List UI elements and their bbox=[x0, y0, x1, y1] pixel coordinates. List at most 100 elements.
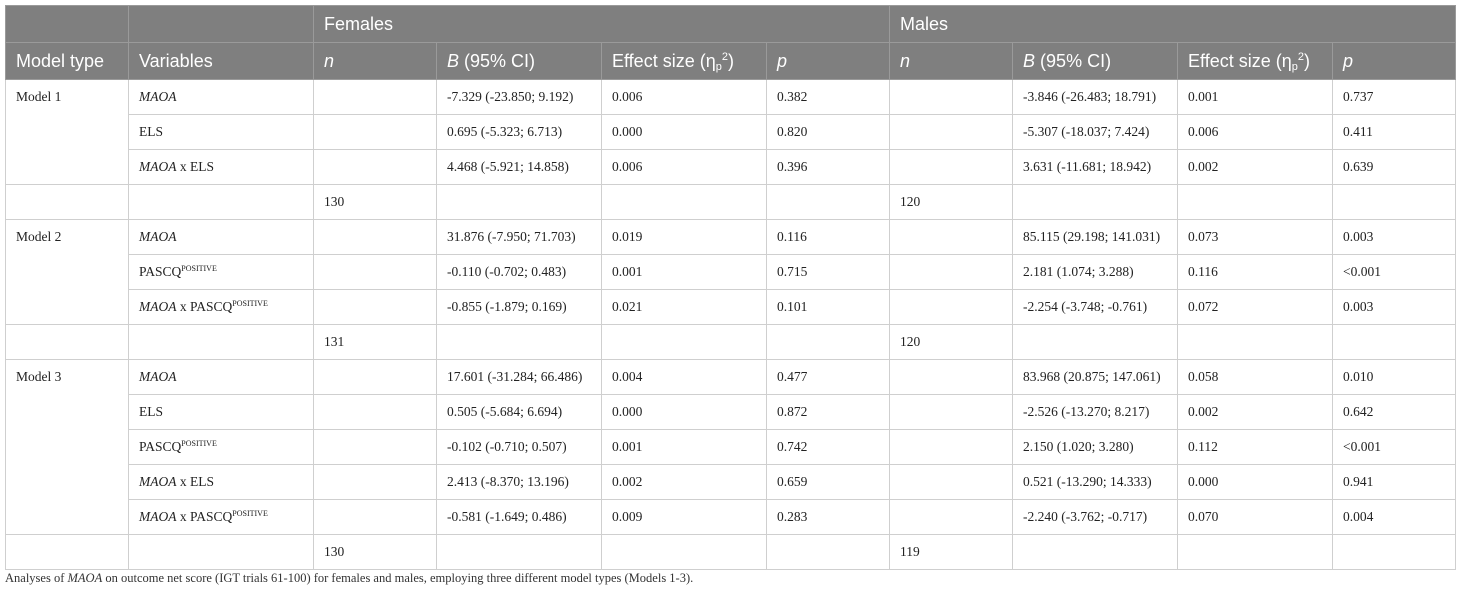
table-row: PASCQPOSITIVE -0.110 (-0.702; 0.483) 0.001… bbox=[6, 254, 1457, 290]
effect-females-cell: 0.019 bbox=[601, 219, 767, 255]
sample-size-row: 131 120 bbox=[5, 324, 1457, 360]
col-n-females: n bbox=[313, 42, 437, 80]
p-females-cell: 0.396 bbox=[765, 149, 891, 185]
effect-close: ) bbox=[727, 50, 734, 71]
effect-males-cell: 0.072 bbox=[1177, 289, 1334, 325]
b-letter: B bbox=[447, 50, 460, 71]
table-header: Females Males Model type Variables n B (… bbox=[5, 5, 1457, 80]
table-row: Model 3 MAOA 17.601 (-31.284; 66.486) 0.004… bbox=[5, 359, 1457, 535]
empty-cell bbox=[1177, 184, 1334, 220]
n-males-cell bbox=[889, 149, 1014, 185]
variable-cell: MAOA bbox=[128, 359, 314, 395]
effect-males-cell: 0.002 bbox=[1177, 394, 1334, 430]
variable-cell: MAOA bbox=[128, 79, 314, 115]
empty-cell bbox=[601, 324, 767, 360]
p-males-cell: 0.737 bbox=[1332, 79, 1457, 115]
n-males-cell bbox=[889, 394, 1014, 430]
n-females-cell bbox=[313, 219, 437, 255]
n-males-cell bbox=[889, 79, 1014, 115]
effect-males-cell: 0.116 bbox=[1177, 254, 1334, 290]
n-females-cell bbox=[313, 464, 437, 500]
variable-cell: MAOA x ELS bbox=[128, 464, 314, 500]
empty-cell bbox=[1332, 324, 1457, 360]
p-males-cell: 0.003 bbox=[1332, 289, 1457, 325]
p-males-cell: <0.001 bbox=[1332, 429, 1457, 465]
males-group-header: Males bbox=[889, 5, 1457, 43]
b-females-cell: 31.876 (-7.950; 71.703) bbox=[436, 219, 602, 255]
n-females-cell bbox=[313, 499, 437, 535]
effect-females-cell: 0.006 bbox=[601, 79, 767, 115]
column-header-row: Model type Variables n B (95% CI) Effect… bbox=[5, 42, 1457, 80]
variable-cell: PASCQPOSITIVE bbox=[128, 429, 314, 465]
b-males-cell: -2.254 (-3.748; -0.761) bbox=[1012, 289, 1179, 325]
p-males-cell: 0.003 bbox=[1332, 219, 1457, 255]
b-females-cell: 17.601 (-31.284; 66.486) bbox=[436, 359, 602, 395]
p-females-cell: 0.872 bbox=[765, 394, 891, 430]
b-males-cell: 3.631 (-11.681; 18.942) bbox=[1012, 149, 1179, 185]
effect-close: ) bbox=[1304, 50, 1310, 71]
empty-cell bbox=[765, 324, 891, 360]
effect-sup: 2 bbox=[721, 50, 728, 63]
p-females-cell: 0.820 bbox=[765, 114, 891, 150]
effect-males-cell: 0.112 bbox=[1177, 429, 1334, 465]
n-females-cell bbox=[313, 359, 437, 395]
variable-cell: MAOA x PASCQPOSITIVE bbox=[128, 499, 314, 535]
b-ci-label: (95% CI) bbox=[459, 50, 536, 71]
b-males-cell: -2.526 (-13.270; 8.217) bbox=[1012, 394, 1179, 430]
n-females-cell bbox=[313, 289, 437, 325]
caption-prefix: Analyses of bbox=[5, 571, 68, 585]
col-b-females: B (95% CI) bbox=[436, 42, 602, 80]
table-row: ELS 0.695 (-5.323; 6.713) 0.000 0.820 -5.307… bbox=[6, 114, 1457, 150]
effect-females-cell: 0.001 bbox=[601, 429, 767, 465]
p-males-cell: 0.941 bbox=[1332, 464, 1457, 500]
n-females-value: 130 bbox=[313, 184, 437, 220]
variable-gene: MAOA bbox=[139, 369, 177, 384]
col-effect-males: Effect size (ηp2) bbox=[1177, 42, 1334, 80]
results-table: Females Males Model type Variables n B (… bbox=[5, 5, 1457, 570]
empty-cell bbox=[601, 534, 767, 570]
effect-label: Effect size (η bbox=[1188, 50, 1292, 71]
b-males-cell: 83.968 (20.875; 147.061) bbox=[1012, 359, 1179, 395]
n-females-value: 131 bbox=[313, 324, 437, 360]
variable-cell: MAOA bbox=[128, 219, 314, 255]
p-females-cell: 0.101 bbox=[765, 289, 891, 325]
variable-gene: MAOA bbox=[139, 159, 177, 174]
col-n-males: n bbox=[889, 42, 1014, 80]
caption-suffix: on outcome net score (IGT trials 61-100)… bbox=[102, 571, 694, 585]
table-row: PASCQPOSITIVE -0.102 (-0.710; 0.507) 0.001… bbox=[6, 429, 1457, 465]
p-males-cell: 0.010 bbox=[1332, 359, 1457, 395]
effect-females-cell: 0.001 bbox=[601, 254, 767, 290]
n-females-cell bbox=[313, 254, 437, 290]
p-females-cell: 0.659 bbox=[765, 464, 891, 500]
model-label: Model 2 bbox=[5, 219, 129, 325]
n-females-value: 130 bbox=[313, 534, 437, 570]
effect-females-cell: 0.006 bbox=[601, 149, 767, 185]
effect-sup: 2 bbox=[1297, 50, 1304, 63]
effect-males-cell: 0.058 bbox=[1177, 359, 1334, 395]
b-females-cell: 2.413 (-8.370; 13.196) bbox=[436, 464, 602, 500]
variable-text: x ELS bbox=[176, 159, 215, 174]
b-females-cell: -0.110 (-0.702; 0.483) bbox=[436, 254, 602, 290]
n-males-cell bbox=[889, 359, 1014, 395]
effect-males-cell: 0.002 bbox=[1177, 149, 1334, 185]
table-row: Model 2 MAOA 31.876 (-7.950; 71.703) 0.019 0… bbox=[5, 219, 1457, 325]
variable-sup: POSITIVE bbox=[232, 299, 268, 308]
empty-cell bbox=[1012, 324, 1179, 360]
b-females-cell: 0.695 (-5.323; 6.713) bbox=[436, 114, 602, 150]
effect-females-cell: 0.004 bbox=[601, 359, 767, 395]
b-females-cell: -0.855 (-1.879; 0.169) bbox=[436, 289, 602, 325]
caption-gene: MAOA bbox=[67, 571, 103, 585]
header-empty-cell bbox=[128, 5, 314, 43]
b-males-cell: 2.181 (1.074; 3.288) bbox=[1012, 254, 1179, 290]
n-males-cell bbox=[889, 499, 1014, 535]
n-males-cell bbox=[889, 114, 1014, 150]
b-males-cell: -2.240 (-3.762; -0.717) bbox=[1012, 499, 1179, 535]
b-males-cell: 0.521 (-13.290; 14.333) bbox=[1012, 464, 1179, 500]
p-males-cell: <0.001 bbox=[1332, 254, 1457, 290]
col-p-females: p bbox=[765, 42, 891, 80]
model-label: Model 1 bbox=[5, 79, 129, 185]
group-header-row: Females Males bbox=[5, 5, 1457, 43]
effect-males-cell: 0.001 bbox=[1177, 79, 1334, 115]
col-variables: Variables bbox=[128, 42, 314, 80]
effect-females-cell: 0.002 bbox=[601, 464, 767, 500]
